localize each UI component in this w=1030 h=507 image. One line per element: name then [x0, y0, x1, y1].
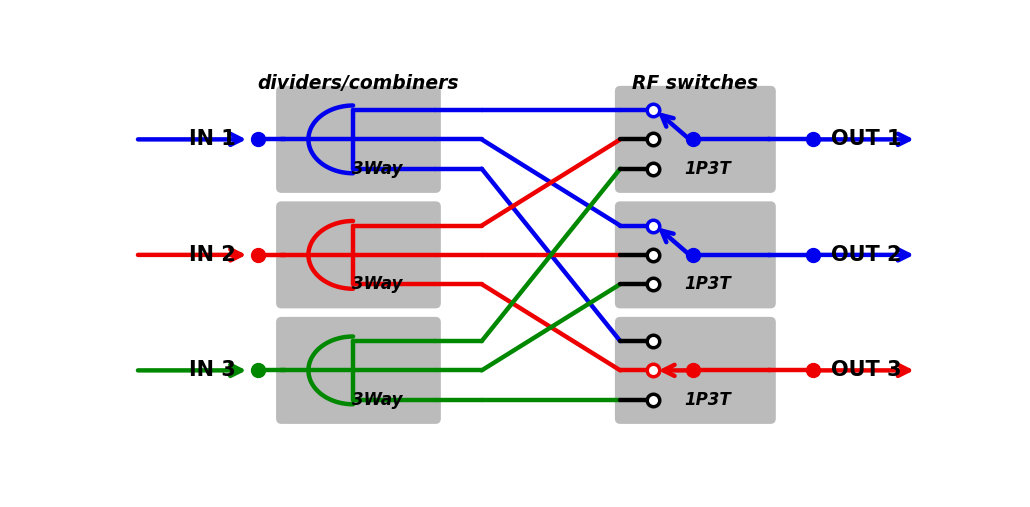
Text: 3Way: 3Way	[351, 160, 402, 177]
Text: dividers/combiners: dividers/combiners	[258, 74, 459, 93]
Text: 1P3T: 1P3T	[684, 160, 730, 177]
FancyBboxPatch shape	[615, 317, 776, 424]
Text: 1P3T: 1P3T	[684, 390, 730, 409]
Text: 3Way: 3Way	[351, 275, 402, 293]
Text: OUT 1: OUT 1	[831, 129, 902, 150]
Text: IN 1: IN 1	[188, 129, 236, 150]
Text: RF switches: RF switches	[632, 74, 758, 93]
FancyBboxPatch shape	[615, 86, 776, 193]
FancyBboxPatch shape	[276, 86, 441, 193]
Text: 1P3T: 1P3T	[684, 275, 730, 293]
Text: IN 3: IN 3	[188, 360, 236, 380]
FancyBboxPatch shape	[276, 317, 441, 424]
FancyBboxPatch shape	[276, 201, 441, 308]
Text: 3Way: 3Way	[351, 390, 402, 409]
Text: OUT 2: OUT 2	[831, 245, 902, 265]
FancyBboxPatch shape	[615, 201, 776, 308]
Text: OUT 3: OUT 3	[831, 360, 902, 380]
Text: IN 2: IN 2	[188, 245, 236, 265]
